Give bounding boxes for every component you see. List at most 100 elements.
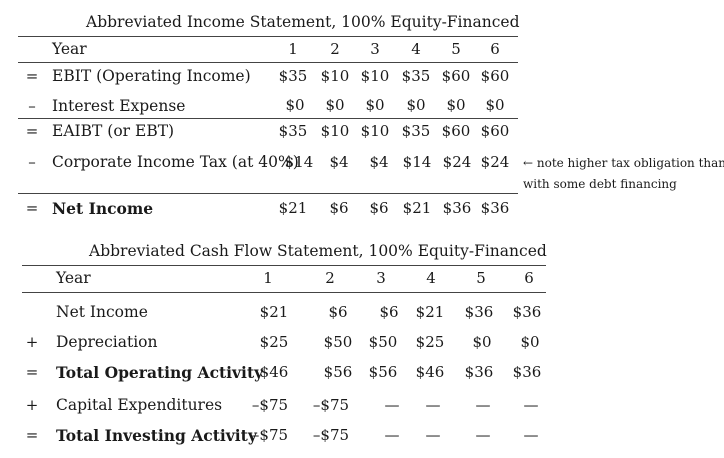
cell: $0: [472, 333, 492, 351]
income-total-rule: [18, 193, 518, 194]
income-header-rule: [18, 62, 518, 63]
row-operator: =: [25, 363, 39, 381]
cell: $21: [402, 199, 432, 217]
row-operator: –: [28, 153, 36, 171]
cashflow-statement-title: Abbreviated Cash Flow Statement, 100% Eq…: [89, 242, 547, 260]
cell: $46: [415, 363, 445, 381]
cell: $4: [329, 153, 349, 171]
cell: $6: [329, 199, 349, 217]
cell: —: [475, 426, 491, 444]
cell: $0: [520, 333, 540, 351]
cashflow-year-5: 5: [476, 269, 486, 287]
cell: $0: [446, 96, 466, 114]
row-label: Total Operating Activity: [56, 363, 264, 382]
cell: $36: [512, 363, 542, 381]
cell: $21: [278, 199, 308, 217]
cell: $0: [325, 96, 345, 114]
cashflow-year-2: 2: [325, 269, 335, 287]
row-label: EBIT (Operating Income): [52, 67, 251, 85]
income-year-1: 1: [288, 40, 298, 58]
cell: $10: [320, 122, 350, 140]
row-operator: +: [25, 333, 39, 351]
cell: $35: [278, 67, 308, 85]
cell: $60: [441, 67, 471, 85]
cell: $36: [512, 303, 542, 321]
cell: $14: [402, 153, 432, 171]
cell: $6: [379, 303, 399, 321]
income-year-5: 5: [451, 40, 461, 58]
row-operator: =: [25, 122, 39, 140]
cell: $60: [480, 122, 510, 140]
cell: —: [475, 396, 491, 414]
cell: $14: [284, 153, 314, 171]
cell: $50: [323, 333, 353, 351]
cell: –$75: [251, 396, 289, 414]
income-year-4: 4: [411, 40, 421, 58]
cell: $25: [415, 333, 445, 351]
cell: $10: [360, 67, 390, 85]
tax-note-line-2: with some debt financing: [523, 177, 677, 191]
row-label: Capital Expenditures: [56, 396, 223, 414]
cell: —: [523, 426, 539, 444]
cashflow-year-1: 1: [263, 269, 273, 287]
cell: $56: [323, 363, 353, 381]
cell: $35: [401, 122, 431, 140]
cell: $21: [259, 303, 289, 321]
row-label: Total Investing Activity: [56, 426, 257, 445]
cell: $24: [442, 153, 472, 171]
cashflow-header-rule: [22, 292, 546, 293]
row-label: Corporate Income Tax (at 40%): [52, 153, 299, 171]
cell: $60: [441, 122, 471, 140]
cell: —: [425, 396, 441, 414]
cell: $0: [285, 96, 305, 114]
cell: $6: [328, 303, 348, 321]
row-label: EAIBT (or EBT): [52, 122, 175, 140]
cell: $4: [369, 153, 389, 171]
cell: $10: [360, 122, 390, 140]
cell: $36: [442, 199, 472, 217]
cell: $10: [320, 67, 350, 85]
cell: –$75: [251, 426, 289, 444]
cell: $46: [259, 363, 289, 381]
cell: $56: [368, 363, 398, 381]
cell: $36: [464, 303, 494, 321]
row-label: Interest Expense: [52, 97, 186, 115]
cell: $36: [480, 199, 510, 217]
cell: $21: [415, 303, 445, 321]
cashflow-year-3: 3: [376, 269, 386, 287]
income-statement-title: Abbreviated Income Statement, 100% Equit…: [86, 13, 520, 31]
cell: $60: [480, 67, 510, 85]
cashflow-year-6: 6: [524, 269, 534, 287]
row-operator: =: [25, 199, 39, 217]
cashflow-year-4: 4: [426, 269, 436, 287]
row-operator: =: [25, 67, 39, 85]
row-label: Net Income: [56, 303, 148, 321]
cell: $24: [480, 153, 510, 171]
cell: $36: [464, 363, 494, 381]
cell: $0: [406, 96, 426, 114]
row-label: Net Income: [52, 199, 154, 218]
cell: $0: [365, 96, 385, 114]
cashflow-title-rule: [22, 265, 546, 266]
income-year-2: 2: [330, 40, 340, 58]
row-operator: +: [25, 396, 39, 414]
cell: $0: [485, 96, 505, 114]
row-operator: –: [28, 97, 36, 115]
cell: $35: [401, 67, 431, 85]
cell: $6: [369, 199, 389, 217]
cell: –$75: [312, 396, 350, 414]
income-title-rule: [18, 36, 518, 37]
income-year-label: Year: [52, 40, 87, 58]
tax-note-line-1: ← note higher tax obligation than: [523, 156, 724, 170]
cell: —: [384, 396, 400, 414]
cashflow-year-label: Year: [56, 269, 91, 287]
cell: —: [425, 426, 441, 444]
row-operator: =: [25, 426, 39, 444]
income-year-6: 6: [490, 40, 500, 58]
cell: —: [384, 426, 400, 444]
cell: –$75: [312, 426, 350, 444]
cell: $35: [278, 122, 308, 140]
row-label: Depreciation: [56, 333, 158, 351]
income-year-3: 3: [370, 40, 380, 58]
income-subtotal-rule: [18, 118, 518, 119]
